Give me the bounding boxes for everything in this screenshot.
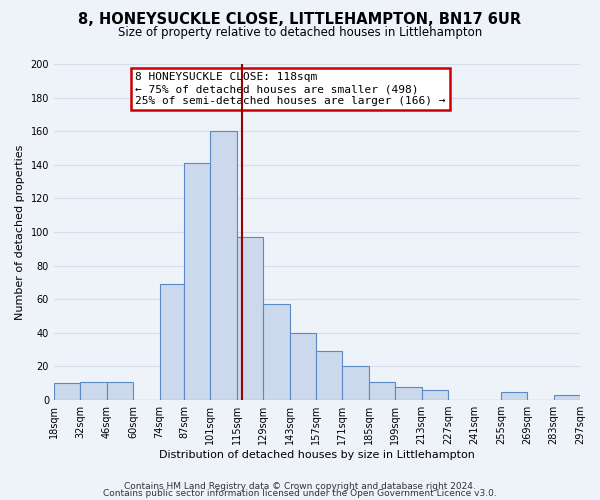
Bar xyxy=(422,390,448,400)
Bar xyxy=(501,392,527,400)
Bar xyxy=(107,382,133,400)
Text: Contains public sector information licensed under the Open Government Licence v3: Contains public sector information licen… xyxy=(103,489,497,498)
Bar xyxy=(395,386,422,400)
Bar xyxy=(80,382,107,400)
Text: 8 HONEYSUCKLE CLOSE: 118sqm
← 75% of detached houses are smaller (498)
25% of se: 8 HONEYSUCKLE CLOSE: 118sqm ← 75% of det… xyxy=(136,72,446,106)
Bar xyxy=(343,366,369,400)
Text: Size of property relative to detached houses in Littlehampton: Size of property relative to detached ho… xyxy=(118,26,482,39)
Bar xyxy=(211,131,237,400)
Text: Contains HM Land Registry data © Crown copyright and database right 2024.: Contains HM Land Registry data © Crown c… xyxy=(124,482,476,491)
Y-axis label: Number of detached properties: Number of detached properties xyxy=(15,144,25,320)
Bar xyxy=(54,384,80,400)
Bar xyxy=(290,333,316,400)
Bar xyxy=(160,284,184,400)
Bar xyxy=(237,237,263,400)
Bar xyxy=(554,395,580,400)
Text: 8, HONEYSUCKLE CLOSE, LITTLEHAMPTON, BN17 6UR: 8, HONEYSUCKLE CLOSE, LITTLEHAMPTON, BN1… xyxy=(79,12,521,28)
Bar xyxy=(369,382,395,400)
Bar xyxy=(184,163,211,400)
Bar xyxy=(316,352,343,400)
Bar xyxy=(263,304,290,400)
X-axis label: Distribution of detached houses by size in Littlehampton: Distribution of detached houses by size … xyxy=(159,450,475,460)
